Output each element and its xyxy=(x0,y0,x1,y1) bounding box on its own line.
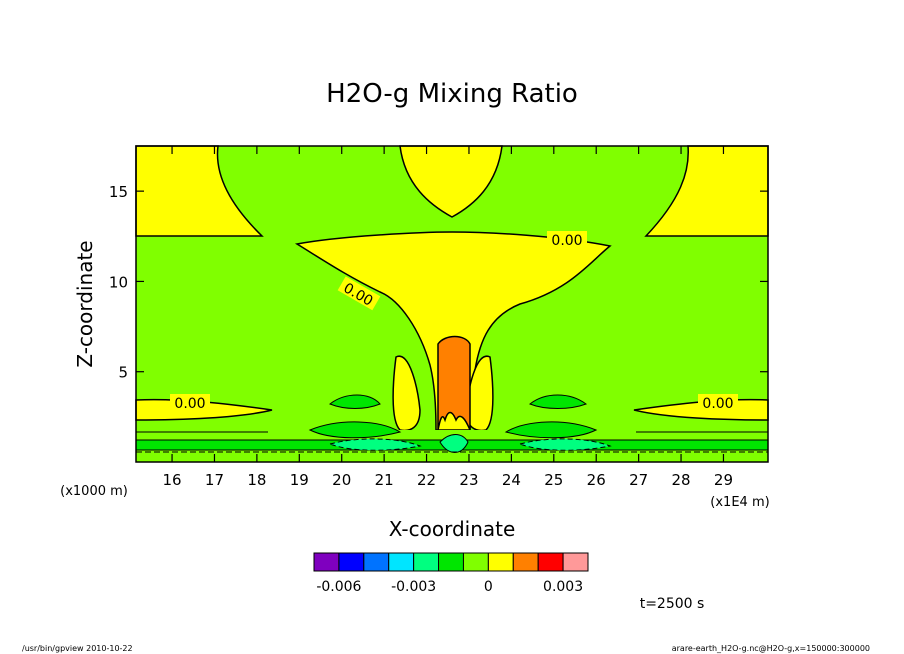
plot-area: 0.000.000.00 0.00 xyxy=(135,145,769,463)
colorbar-tick-label: 0.003 xyxy=(543,579,583,595)
colorbar-cell xyxy=(413,552,440,572)
x-tick-label: 17 xyxy=(205,471,224,489)
x-tick-label: 28 xyxy=(672,471,691,489)
colorbar-tick-labels: -0.006 -0.003 0 0.003 xyxy=(316,579,583,595)
x-tick-label: 22 xyxy=(417,471,436,489)
x-unit-label: (x1E4 m) xyxy=(710,495,769,510)
colorbar-cell xyxy=(338,552,365,572)
contour-label-bg xyxy=(337,276,381,311)
y-unit-label: (x1000 m) xyxy=(60,484,128,499)
x-axis: 16 17 18 19 20 21 22 23 24 25 26 27 28 29 xyxy=(163,146,733,489)
lower-layer xyxy=(135,394,769,462)
x-tick-label: 27 xyxy=(629,471,648,489)
chart-title: H2O-g Mixing Ratio xyxy=(326,79,578,109)
time-label: t=2500 s xyxy=(640,596,705,612)
y-tick-label: 15 xyxy=(109,183,128,201)
contour-label: 0.00 xyxy=(174,396,205,412)
colorbar-cell xyxy=(537,552,564,572)
contour-label-bg xyxy=(547,231,587,247)
contour-label: 0.00 xyxy=(702,396,733,412)
plot-frame xyxy=(135,145,769,463)
orange-core xyxy=(437,335,471,431)
colorbar-cell xyxy=(363,552,390,572)
x-tick-label: 29 xyxy=(714,471,733,489)
contour-label: 0.00 xyxy=(551,233,582,249)
y-tick-label: 10 xyxy=(109,273,128,291)
colorbar-cell xyxy=(487,552,514,572)
contour-label-bg xyxy=(170,394,210,410)
x-tick-label: 20 xyxy=(332,471,351,489)
colorbar-cell xyxy=(313,552,340,572)
colorbar xyxy=(313,552,589,572)
x-tick-label: 26 xyxy=(587,471,606,489)
footer-left: /usr/bin/gpview 2010-10-22 xyxy=(22,644,133,653)
colorbar-cell xyxy=(388,552,415,572)
y-axis: 5 10 15 xyxy=(109,183,768,382)
positive-region xyxy=(135,145,769,432)
x-tick-label: 16 xyxy=(163,471,182,489)
colorbar-cell xyxy=(562,552,589,572)
x-tick-label: 21 xyxy=(375,471,394,489)
colorbar-cell xyxy=(512,552,539,572)
footer-right: arare-earth_H2O-g.nc@H2O-g,x=150000:3000… xyxy=(672,644,870,653)
y-tick-label: 5 xyxy=(118,364,128,382)
colorbar-tick-label: -0.003 xyxy=(391,579,436,595)
contour-label-bg xyxy=(698,394,738,410)
x-tick-label: 18 xyxy=(247,471,266,489)
x-tick-label: 23 xyxy=(459,471,478,489)
x-axis-title: X-coordinate xyxy=(389,517,516,541)
colorbar-tick-label: 0 xyxy=(484,579,493,595)
colorbar-cell xyxy=(462,552,489,572)
x-tick-label: 25 xyxy=(544,471,563,489)
x-tick-label: 24 xyxy=(502,471,521,489)
x-tick-label: 19 xyxy=(290,471,309,489)
y-axis-title: Z-coordinate xyxy=(73,240,97,367)
colorbar-cell xyxy=(438,552,464,572)
colorbar-tick-label: -0.006 xyxy=(316,579,361,595)
